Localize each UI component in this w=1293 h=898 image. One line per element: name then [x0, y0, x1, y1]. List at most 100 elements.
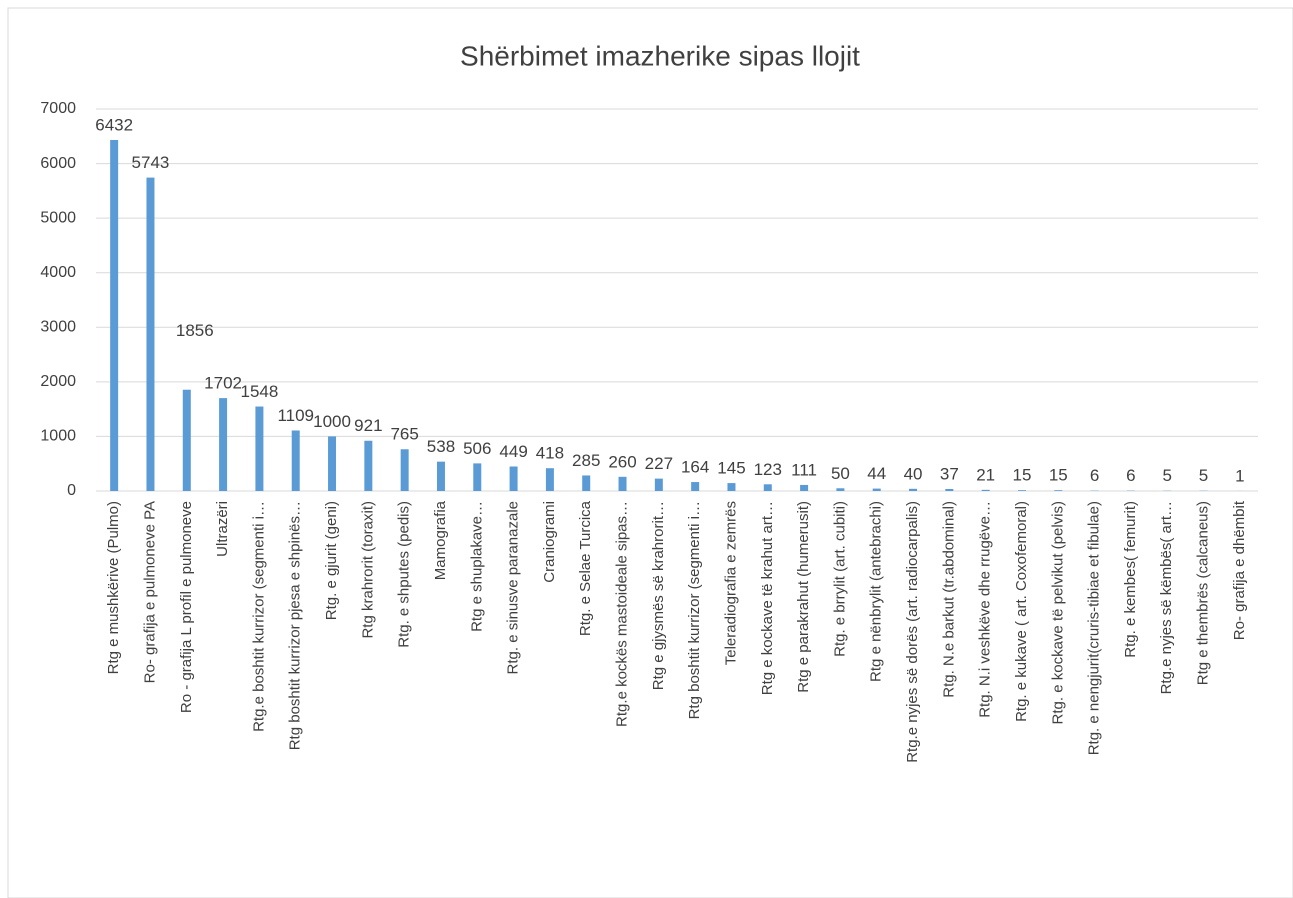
data-label: 15 [1049, 466, 1068, 485]
data-label: 418 [536, 444, 564, 463]
data-label: 44 [867, 464, 886, 483]
bar [364, 440, 373, 491]
x-tick-label: Rtg. e gjurit (geni) [323, 501, 340, 620]
bar [981, 489, 990, 491]
bar [328, 436, 337, 491]
bar [945, 488, 954, 491]
data-label: 538 [427, 437, 455, 456]
bar [182, 389, 191, 491]
data-label: 765 [390, 425, 418, 444]
x-tick-label: Rtg. e brrylit (art. cubiti) [831, 501, 848, 657]
chart-title: Shërbimet imazherike sipas llojit [460, 40, 860, 71]
data-label: 6 [1090, 466, 1099, 485]
data-label: 5743 [132, 153, 170, 172]
x-tick-label: Rtg.e nyjes së dorës (art. radiocarpalis… [904, 501, 921, 763]
x-tick-label: Rtg.e boshtit kurrizor (segmenti i… [250, 501, 267, 732]
x-tick-label: Rtg e kockave të krahut art… [759, 501, 776, 695]
data-label: 1856 [176, 321, 214, 340]
y-tick-label: 3000 [40, 319, 76, 336]
x-tick-label: Ro- grafija e dhëmbit [1231, 500, 1248, 640]
data-label: 285 [572, 451, 600, 470]
x-tick-label: Rtg. e Selae Turcica [577, 500, 594, 636]
data-label: 227 [645, 454, 673, 473]
x-tick-label: Mamografia [432, 500, 449, 580]
x-tick-label: Rtg e thembrës (calcaneus) [1195, 501, 1212, 685]
x-tick-label: Ro- grafija e pulmoneve PA [141, 501, 158, 683]
data-label: 506 [463, 439, 491, 458]
x-tick-label: Rtg. e kockave të pelvikut (pelvis) [1049, 501, 1066, 724]
data-label: 15 [1013, 466, 1032, 485]
x-tick-label: Rtg. e shputes (pedis) [396, 501, 413, 648]
x-tick-label: Rtg. e kembes( femurit) [1122, 501, 1139, 658]
chart-frame [7, 7, 1293, 898]
data-label: 1702 [204, 374, 242, 393]
x-tick-label: Rtg boshtit kurrizor pjesa e shpinës… [287, 501, 304, 750]
x-tick-label: Rtg. e sinusve paranazale [505, 501, 522, 674]
data-label: 921 [354, 416, 382, 435]
bar [727, 483, 736, 491]
bar [691, 482, 700, 491]
x-tick-label: Ro - grafija L profil e pulmoneve [178, 501, 195, 713]
bar [110, 139, 119, 491]
bar [400, 449, 409, 491]
x-tick-label: Ultrazëri [214, 501, 231, 557]
x-tick-label: Rtg.e nyjes së këmbës( art… [1158, 501, 1175, 694]
data-label: 1548 [240, 382, 278, 401]
data-label: 123 [754, 460, 782, 479]
x-tick-label: Rtg.e kockës mastoideale sipas… [614, 501, 631, 727]
x-tick-label: Rtg e nënbrylit (antebrachi) [868, 501, 885, 682]
data-label: 37 [940, 464, 959, 483]
x-tick-label: Rtg. e kukave ( art. Coxofemoral) [1013, 501, 1030, 722]
y-tick-label: 4000 [40, 264, 76, 281]
data-label: 50 [831, 464, 850, 483]
bar [836, 488, 845, 491]
bar [255, 406, 264, 491]
y-tick-label: 1000 [40, 428, 76, 445]
data-label: 40 [904, 464, 923, 483]
data-label: 164 [681, 458, 709, 477]
bar [509, 466, 518, 491]
data-label: 6 [1126, 466, 1135, 485]
x-tick-label: Craniogrami [541, 501, 558, 583]
x-tick-label: Rtg boshtit kurrizor (segmenti i… [686, 501, 703, 719]
data-label: 111 [791, 460, 817, 479]
x-tick-label: Rtg. N.e barkut (tr.abdominal) [940, 501, 957, 698]
bar [1017, 490, 1026, 491]
y-tick-label: 6000 [40, 155, 76, 172]
y-tick-label: 0 [67, 482, 76, 499]
x-tick-label: Teleradiografia e zemrës [722, 501, 739, 665]
x-tick-label: Rtg. e nengjurit(cruris-tibiae et fibula… [1086, 501, 1103, 755]
bar [219, 398, 228, 491]
bar [146, 177, 155, 491]
bar [473, 463, 482, 491]
bar [1054, 490, 1063, 491]
y-tick-label: 2000 [40, 373, 76, 390]
data-label: 6432 [95, 115, 133, 134]
bar [582, 475, 591, 491]
x-tick-label: Rtg. N.i veshkëve dhe rrugëve… [977, 501, 994, 718]
data-label: 145 [717, 459, 745, 478]
data-label: 21 [976, 465, 995, 484]
data-label: 260 [608, 452, 636, 471]
x-tick-label: Rtg e parakrahut (humerusit) [795, 501, 812, 693]
x-tick-label: Rtg e mushkërive (Pulmo) [105, 501, 122, 674]
bar [872, 488, 881, 491]
y-tick-label: 5000 [40, 209, 76, 226]
data-label: 5 [1199, 466, 1208, 485]
bar [436, 461, 445, 491]
bar [909, 488, 918, 491]
bar [763, 484, 772, 491]
data-label: 1 [1235, 466, 1244, 485]
bar [800, 484, 809, 491]
data-label: 1109 [277, 406, 314, 425]
data-label: 449 [499, 442, 527, 461]
x-tick-label: Rtg krahrorit (toraxit) [359, 501, 376, 639]
bar [654, 478, 663, 491]
data-label: 1000 [313, 412, 351, 431]
y-tick-label: 7000 [40, 100, 76, 117]
bar [545, 468, 554, 491]
x-tick-label: Rtg e shuplakave… [468, 501, 485, 632]
x-tick-label: Rtg e gjysmës së krahrorit… [650, 501, 667, 690]
bar [291, 430, 300, 491]
